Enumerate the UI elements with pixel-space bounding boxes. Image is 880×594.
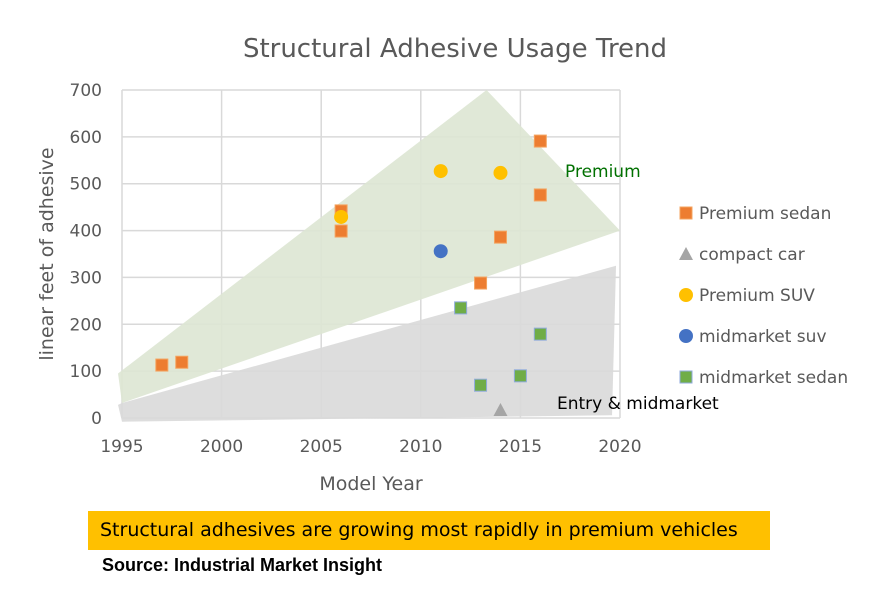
legend-label-premium-suv: Premium SUV xyxy=(699,286,815,306)
legend-marker-compact-car xyxy=(679,247,693,260)
data-point-premium-sedan xyxy=(175,355,189,369)
y-tick-label: 100 xyxy=(70,362,102,382)
data-point-midmarket-sedan xyxy=(533,327,547,341)
legend-label-midmarket-suv: midmarket suv xyxy=(699,327,827,347)
x-tick-label: 2010 xyxy=(399,437,442,457)
legend-marker-midmarket-sedan xyxy=(679,370,693,384)
y-tick-label: 300 xyxy=(70,268,102,288)
y-tick-label: 200 xyxy=(70,315,102,335)
x-tick-label: 1995 xyxy=(100,437,143,457)
x-tick-label: 2000 xyxy=(200,437,243,457)
y-tick-label: 0 xyxy=(91,409,102,429)
legend-marker-premium-suv xyxy=(679,288,693,302)
data-point-premium-suv xyxy=(433,164,448,179)
y-tick-label: 500 xyxy=(70,175,102,195)
legend-marker-premium-sedan xyxy=(679,206,693,220)
y-tick-label: 700 xyxy=(70,81,102,101)
data-point-midmarket-sedan xyxy=(454,301,468,315)
x-axis-label: Model Year xyxy=(319,473,423,495)
data-point-premium-suv xyxy=(334,209,349,224)
region-premium xyxy=(118,90,621,404)
data-point-premium-sedan xyxy=(533,134,547,148)
legend-label-midmarket-sedan: midmarket sedan xyxy=(699,368,848,388)
region-label-entry: Entry & midmarket xyxy=(557,394,719,414)
x-tick-label: 2020 xyxy=(598,437,641,457)
data-point-premium-sedan xyxy=(474,276,488,290)
legend-label-compact-car: compact car xyxy=(699,245,805,265)
legend-marker-midmarket-suv xyxy=(679,329,693,343)
region-entry-midmarket xyxy=(118,265,617,422)
data-point-premium-sedan xyxy=(334,224,348,238)
scatter-chart: Structural Adhesive Usage Trend Premium En… xyxy=(36,34,848,495)
data-point-midmarket-sedan xyxy=(474,378,488,392)
region-label-premium: Premium xyxy=(565,162,641,182)
data-point-premium-sedan xyxy=(533,188,547,202)
chart-title: Structural Adhesive Usage Trend xyxy=(243,34,667,64)
source-note: Source: Industrial Market Insight xyxy=(102,555,383,575)
y-tick-label: 600 xyxy=(70,128,102,148)
data-point-premium-sedan xyxy=(155,358,169,372)
data-point-compact-car xyxy=(493,403,508,417)
data-point-premium-suv xyxy=(493,165,508,180)
data-point-premium-sedan xyxy=(493,230,507,244)
y-axis-label: linear feet of adhesive xyxy=(36,147,58,360)
data-point-midmarket-sedan xyxy=(513,369,527,383)
caption-banner: Structural adhesives are growing most ra… xyxy=(88,511,770,550)
y-tick-label: 400 xyxy=(70,222,102,242)
legend-label-premium-sedan: Premium sedan xyxy=(699,204,831,224)
data-point-midmarket-suv xyxy=(433,244,448,259)
x-tick-label: 2015 xyxy=(499,437,542,457)
x-tick-label: 2005 xyxy=(300,437,343,457)
